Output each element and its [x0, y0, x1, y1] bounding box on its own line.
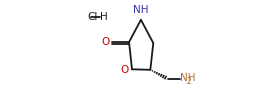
Text: 2: 2: [187, 77, 191, 86]
Text: NH: NH: [180, 73, 195, 83]
Text: O: O: [101, 37, 109, 47]
Text: O: O: [121, 65, 129, 75]
Text: H: H: [100, 12, 108, 22]
Text: NH: NH: [133, 5, 149, 15]
Text: Cl: Cl: [88, 12, 98, 22]
